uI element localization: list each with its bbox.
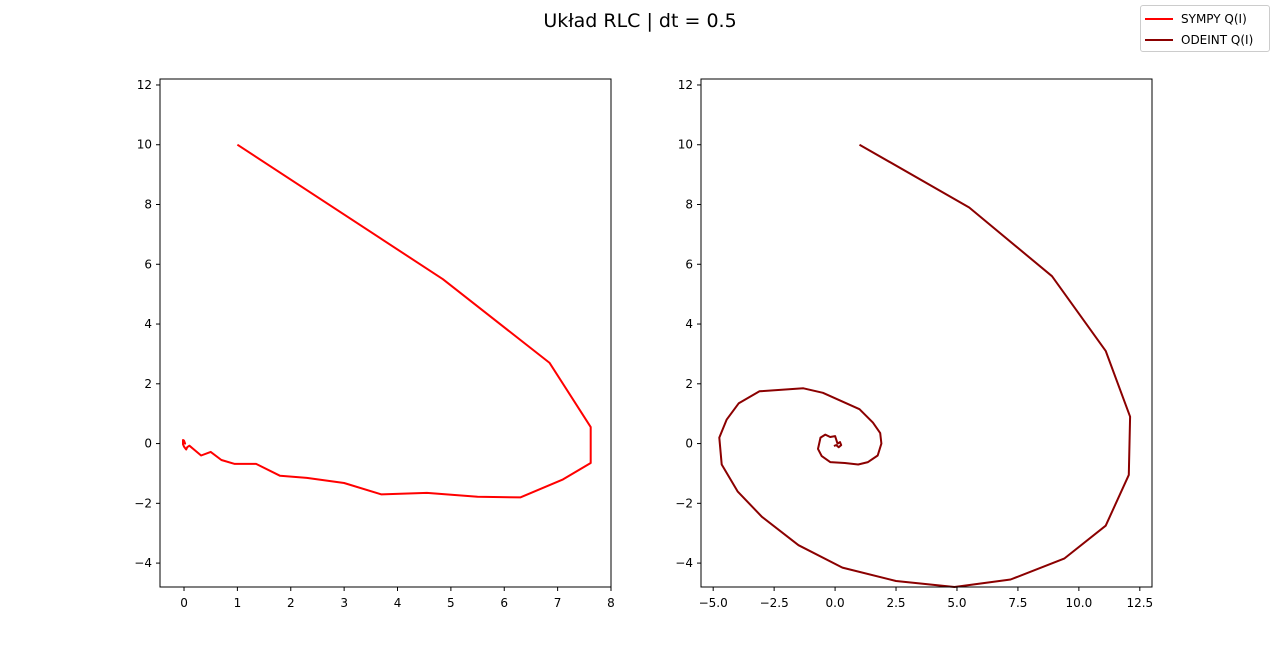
legend-label-odeint: ODEINT Q(I) [1181,33,1254,47]
x-tick-label: −5.0 [699,596,728,610]
x-tick-label: 0 [180,596,188,610]
x-tick-label: 2 [287,596,295,610]
y-tick-label: 6 [685,257,693,271]
x-tick-label: 10.0 [1066,596,1093,610]
x-tick-label: 4 [394,596,402,610]
legend-swatch-sympy [1145,18,1173,20]
x-tick-label: 7 [554,596,562,610]
y-tick-label: −2 [675,496,693,510]
y-tick-label: 0 [685,437,693,451]
y-tick-label: −4 [134,556,152,570]
y-tick-label: 8 [685,198,693,212]
y-tick-label: 2 [144,377,152,391]
y-tick-label: 4 [685,317,693,331]
y-tick-label: −2 [134,496,152,510]
x-tick-label: 0.0 [826,596,845,610]
y-tick-label: 10 [137,138,152,152]
series-line [718,143,1132,588]
axes-frame [159,78,612,588]
right-plot: −5.0 −2.5 0.0 2.5 5.0 7.5 10.0 12.5 −4 −2 0 2 4 6 8 10 1… [675,78,1153,610]
x-tick-label: 6 [500,596,508,610]
legend-label-sympy: SYMPY Q(I) [1181,12,1247,26]
legend-item-sympy: SYMPY Q(I) [1145,9,1247,29]
x-tick-label: 5 [447,596,455,610]
y-tick-label: 12 [137,78,152,92]
legend-item-odeint: ODEINT Q(I) [1145,30,1253,50]
x-tick-label: 2.5 [886,596,905,610]
y-tick-label: 10 [678,138,693,152]
x-tick-label: 3 [340,596,348,610]
x-tick-label: 12.5 [1126,596,1153,610]
x-tick-label: 7.5 [1008,596,1027,610]
y-tick-label: 4 [144,317,152,331]
y-tick-label: 2 [685,377,693,391]
y-tick-label: −4 [675,556,693,570]
legend: SYMPY Q(I) ODEINT Q(I) [1140,5,1270,52]
x-tick-label: 1 [234,596,242,610]
y-tick-label: 8 [144,198,152,212]
axes-frame [700,78,1153,588]
figure-title: Układ RLC | dt = 0.5 [543,10,737,32]
x-tick-label: −2.5 [760,596,789,610]
y-tick-label: 6 [144,257,152,271]
series-line [182,143,592,499]
legend-swatch-odeint [1145,39,1173,41]
y-tick-label: 0 [144,437,152,451]
y-tick-label: 12 [678,78,693,92]
x-tick-label: 5.0 [947,596,966,610]
x-tick-label: 8 [607,596,615,610]
